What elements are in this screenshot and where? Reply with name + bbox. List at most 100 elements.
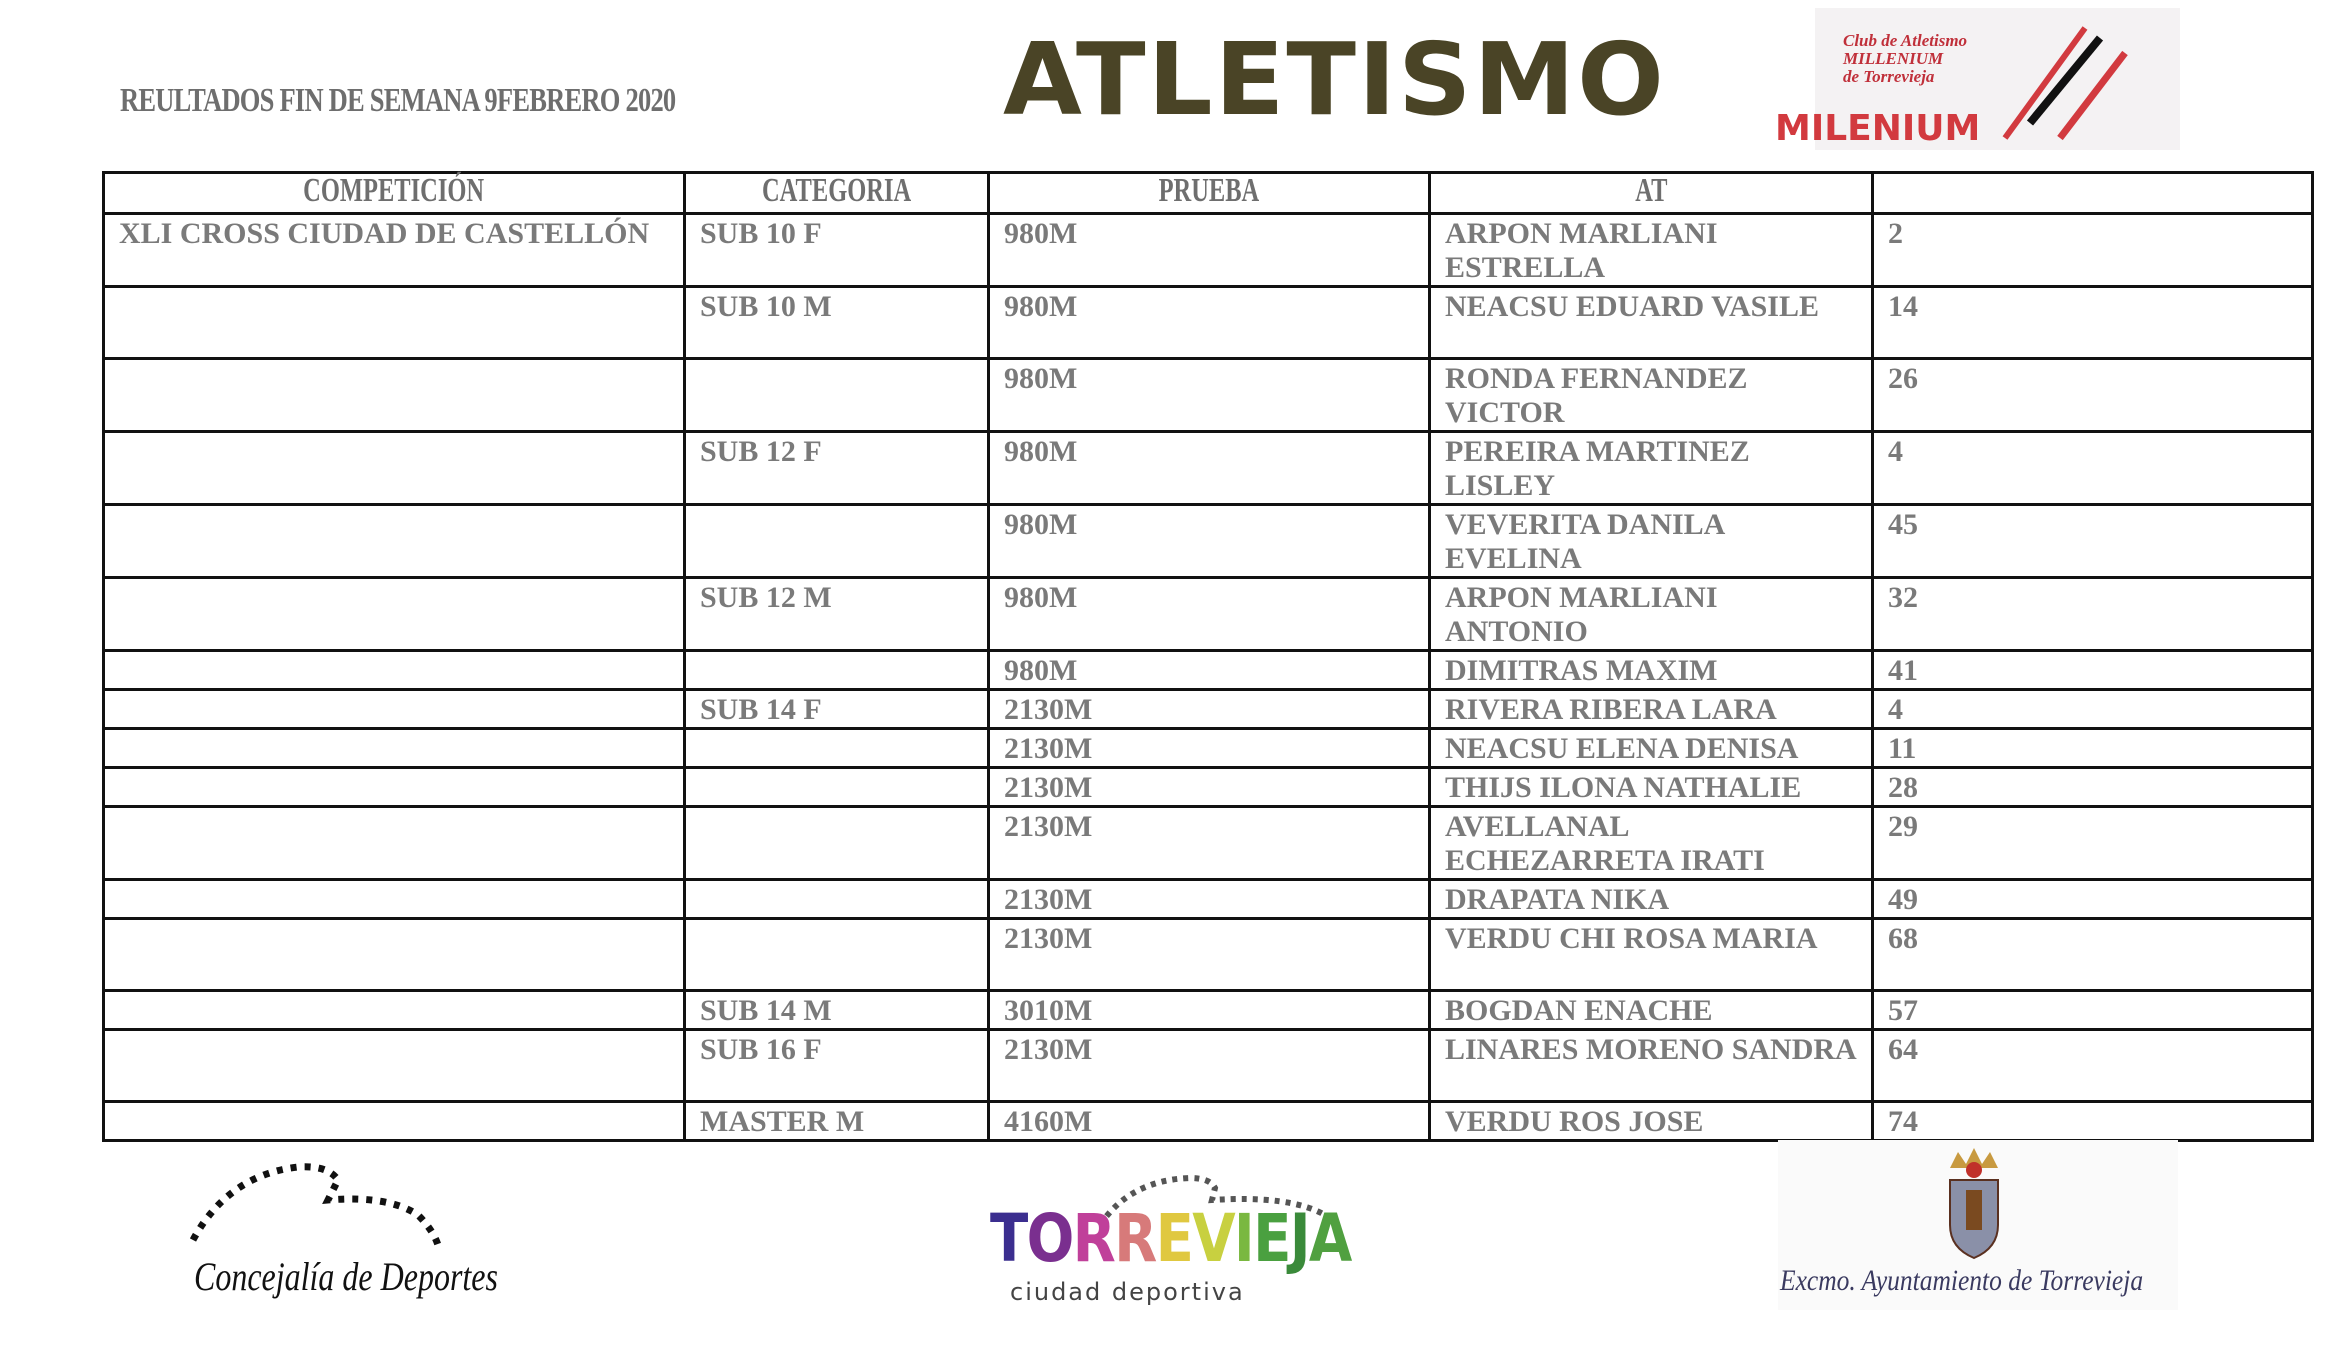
torrevieja-letter: A — [1308, 1200, 1352, 1277]
prueba-cell: 2130M — [987, 878, 1431, 920]
competicion-cell — [102, 576, 686, 652]
table-row: SUB 12 F 980M PEREIRA MARTINEZ LISLEY 4 — [102, 430, 2314, 506]
categoria-cell: SUB 16 F — [683, 1028, 990, 1103]
categoria-cell: SUB 10 M — [683, 285, 990, 360]
categoria-cell — [683, 503, 990, 579]
runner-stripes-icon — [2002, 26, 2128, 141]
competicion-cell — [102, 357, 686, 433]
atleta-cell: ARPON MARLIANI ANTONIO — [1428, 576, 1874, 652]
categoria-cell — [683, 805, 990, 881]
puesto-cell: 28 — [1871, 766, 2314, 808]
table-header: COMPETICIÓN CATEGORIA PRUEBA AT — [102, 171, 2314, 215]
prueba-cell: 2130M — [987, 1028, 1431, 1103]
categoria-cell — [683, 766, 990, 808]
table-row: SUB 12 M 980M ARPON MARLIANI ANTONIO 32 — [102, 576, 2314, 652]
competicion-cell — [102, 503, 686, 579]
prueba-cell: 980M — [987, 357, 1431, 433]
prueba-cell: 980M — [987, 285, 1431, 360]
torrevieja-letter: E — [1253, 1200, 1291, 1277]
torrevieja-letter: J — [1289, 1200, 1311, 1277]
table-row: MASTER M 4160M VERDU ROS JOSE 74 — [102, 1100, 2314, 1142]
logo-line: MILLENIUM — [1843, 49, 1944, 68]
prueba-cell: 2130M — [987, 766, 1431, 808]
torrevieja-word: TORREVIEJA — [990, 1200, 1352, 1277]
atleta-cell: AVELLANAL ECHEZARRETA IRATI — [1428, 805, 1874, 881]
atleta-cell: DIMITRAS MAXIM — [1428, 649, 1874, 691]
table-row: 2130M VERDU CHI ROSA MARIA 68 — [102, 917, 2314, 992]
torrevieja-logo: TORREVIEJA ciudad deportiva — [990, 1170, 1352, 1310]
competicion-cell — [102, 917, 686, 992]
prueba-cell: 4160M — [987, 1100, 1431, 1142]
table-row: 2130M DRAPATA NIKA 49 — [102, 878, 2314, 920]
logo-line: de Torrevieja — [1843, 67, 1935, 86]
coat-of-arms-icon — [1949, 1148, 1999, 1260]
competicion-cell: XLI CROSS CIUDAD DE CASTELLÓN — [102, 212, 686, 288]
puesto-cell: 14 — [1871, 285, 2314, 360]
torrevieja-letter: R — [1114, 1200, 1157, 1277]
competicion-cell — [102, 688, 686, 730]
atleta-cell: VERDU ROS JOSE — [1428, 1100, 1874, 1142]
competicion-cell — [102, 805, 686, 881]
prueba-cell: 2130M — [987, 727, 1431, 769]
table-row: 2130M AVELLANAL ECHEZARRETA IRATI 29 — [102, 805, 2314, 881]
prueba-cell: 3010M — [987, 989, 1431, 1031]
atleta-cell: NEACSU ELENA DENISA — [1428, 727, 1874, 769]
puesto-cell: 2 — [1871, 212, 2314, 288]
puesto-cell: 64 — [1871, 1028, 2314, 1103]
col-puesto — [1871, 171, 2314, 215]
col-categoria: CATEGORIA — [683, 171, 990, 215]
prueba-cell: 980M — [987, 649, 1431, 691]
torrevieja-letter: O — [1026, 1200, 1075, 1277]
puesto-cell: 11 — [1871, 727, 2314, 769]
puesto-cell: 49 — [1871, 878, 2314, 920]
puesto-cell: 74 — [1871, 1100, 2314, 1142]
logo-club-text: Club de Atletismo MILLENIUM de Torrevieja — [1843, 32, 1967, 86]
atleta-cell: LINARES MORENO SANDRA — [1428, 1028, 1874, 1103]
table-row: 980M RONDA FERNANDEZ VICTOR 26 — [102, 357, 2314, 433]
categoria-cell: SUB 10 F — [683, 212, 990, 288]
categoria-cell — [683, 878, 990, 920]
col-atleta: AT — [1428, 171, 1874, 215]
table-row: 980M VEVERITA DANILA EVELINA 45 — [102, 503, 2314, 579]
categoria-cell: SUB 14 F — [683, 688, 990, 730]
torrevieja-letter: I — [1233, 1200, 1255, 1277]
table-row: SUB 16 F 2130M LINARES MORENO SANDRA 64 — [102, 1028, 2314, 1103]
categoria-cell: MASTER M — [683, 1100, 990, 1142]
table-row: SUB 10 M 980M NEACSU EDUARD VASILE 14 — [102, 285, 2314, 360]
logo-line: Club de Atletismo — [1843, 31, 1968, 50]
atleta-cell: RIVERA RIBERA LARA — [1428, 688, 1874, 730]
prueba-cell: 980M — [987, 503, 1431, 579]
torrevieja-letter: V — [1192, 1200, 1235, 1277]
competicion-cell — [102, 989, 686, 1031]
puesto-cell: 32 — [1871, 576, 2314, 652]
atleta-cell: NEACSU EDUARD VASILE — [1428, 285, 1874, 360]
table-row: 2130M THIJS ILONA NATHALIE 28 — [102, 766, 2314, 808]
table-row: XLI CROSS CIUDAD DE CASTELLÓN SUB 10 F 980… — [102, 212, 2314, 288]
competicion-cell — [102, 649, 686, 691]
competicion-cell — [102, 430, 686, 506]
competicion-cell — [102, 878, 686, 920]
competicion-cell — [102, 285, 686, 360]
atleta-cell: RONDA FERNANDEZ VICTOR — [1428, 357, 1874, 433]
ayuntamiento-logo: Excmo. Ayuntamiento de Torrevieja — [1778, 1140, 2178, 1310]
torrevieja-subtitle: ciudad deportiva — [1010, 1278, 1245, 1306]
concejalia-logo: Concejalía de Deportes — [188, 1155, 558, 1305]
ayuntamiento-text: Excmo. Ayuntamiento de Torrevieja — [1780, 1264, 2144, 1297]
torrevieja-letter: T — [990, 1200, 1028, 1277]
categoria-cell — [683, 727, 990, 769]
puesto-cell: 29 — [1871, 805, 2314, 881]
concejalia-arc-icon — [189, 1163, 442, 1247]
puesto-cell: 4 — [1871, 430, 2314, 506]
puesto-cell: 57 — [1871, 989, 2314, 1031]
atleta-cell: PEREIRA MARTINEZ LISLEY — [1428, 430, 1874, 506]
prueba-cell: 2130M — [987, 917, 1431, 992]
puesto-cell: 68 — [1871, 917, 2314, 992]
torrevieja-arc-icon — [1097, 1174, 1327, 1227]
puesto-cell: 45 — [1871, 503, 2314, 579]
prueba-cell: 2130M — [987, 805, 1431, 881]
table-row: SUB 14 M 3010M BOGDAN ENACHE 57 — [102, 989, 2314, 1031]
col-prueba: PRUEBA — [987, 171, 1431, 215]
table-row: SUB 14 F 2130M RIVERA RIBERA LARA 4 — [102, 688, 2314, 730]
categoria-cell: SUB 14 M — [683, 989, 990, 1031]
atleta-cell: VERDU CHI ROSA MARIA — [1428, 917, 1874, 992]
